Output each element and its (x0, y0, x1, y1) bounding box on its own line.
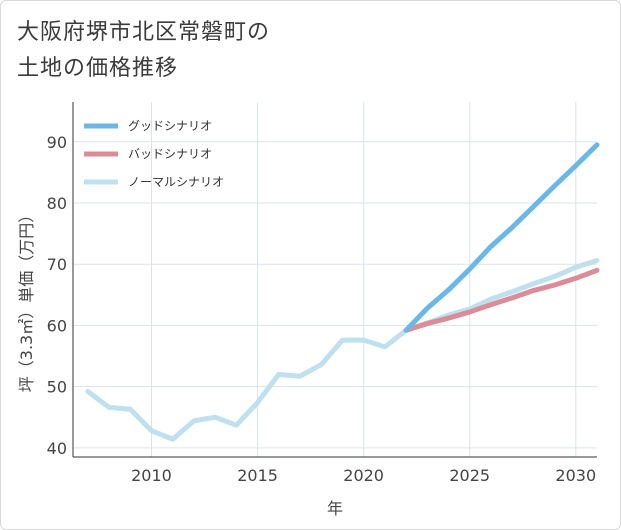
chart-title-line-1: 大阪府堺市北区常磐町の (17, 20, 271, 45)
y-tick-60: 60 (47, 316, 67, 335)
x-tick-2010: 2010 (131, 466, 172, 485)
legend-label-2: ノーマルシナリオ (128, 175, 224, 189)
series-line-1 (403, 267, 600, 333)
y-tick-70: 70 (47, 255, 67, 274)
x-tick-labels: 2010 2015 2020 2025 2030 (131, 466, 596, 485)
x-axis-label: 年 (327, 499, 343, 518)
series-line-0 (403, 142, 600, 333)
y-tick-50: 50 (47, 378, 67, 397)
axes (72, 102, 597, 458)
x-tick-2025: 2025 (449, 466, 490, 485)
grid-lines (73, 102, 597, 457)
y-tick-labels: 40 50 60 70 80 90 (47, 133, 67, 458)
chart-title-line-2: 土地の価格推移 (17, 56, 179, 81)
y-tick-90: 90 (47, 133, 67, 152)
x-tick-2030: 2030 (555, 466, 596, 485)
x-tick-2015: 2015 (237, 466, 278, 485)
x-tick-2020: 2020 (343, 466, 384, 485)
y-tick-40: 40 (47, 439, 67, 458)
series-line-2 (85, 258, 600, 442)
series-layer (85, 142, 600, 442)
y-tick-80: 80 (47, 194, 67, 213)
legend-label-1: バッドシナリオ (128, 147, 212, 161)
chart-title: 大阪府堺市北区常磐町の 土地の価格推移 (17, 15, 577, 87)
y-axis-label: 坪（3.3㎡）単価（万円） (17, 207, 36, 392)
legend-label-0: グッドシナリオ (128, 119, 212, 133)
